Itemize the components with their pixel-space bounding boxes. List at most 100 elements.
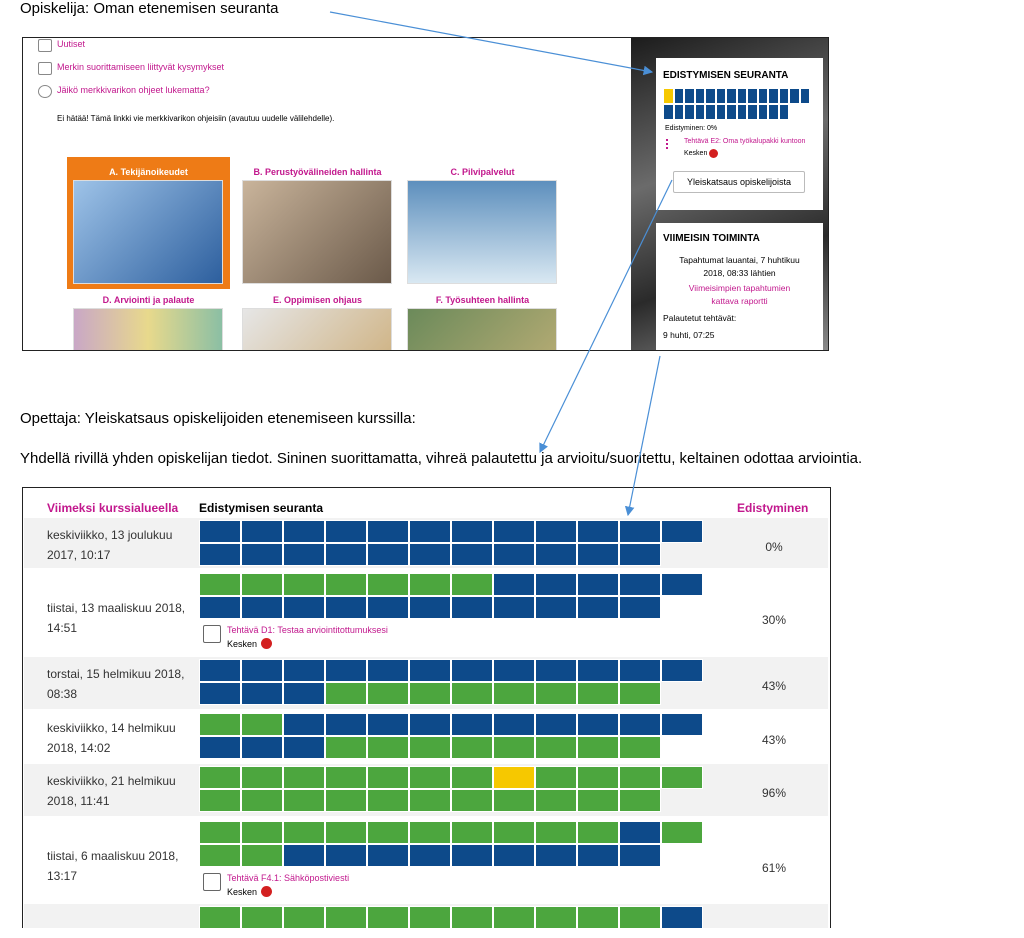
table-header: Edistyminen	[737, 501, 809, 515]
progress-cell	[726, 104, 737, 120]
link[interactable]: Merkin suorittamiseen liittyvät kysymyks…	[57, 62, 225, 72]
progress-cell	[577, 906, 619, 928]
progress-cell	[409, 821, 451, 844]
tile-label[interactable]: D. Arviointi ja palaute	[102, 295, 195, 305]
progress-cell	[199, 596, 241, 619]
status-icon	[709, 149, 718, 158]
progress-cell	[409, 766, 451, 789]
progress-cell	[661, 573, 703, 596]
progress-cell	[325, 543, 367, 566]
progress-cell	[199, 682, 241, 705]
link[interactable]: Uutiset	[57, 39, 86, 49]
progress-cell	[535, 821, 577, 844]
progress-cell	[451, 682, 493, 705]
last-access: torstai, 15 helmikuu 2018, 08:38	[47, 667, 185, 701]
link-icon	[38, 62, 52, 75]
progress-cell	[663, 104, 674, 120]
tile-label[interactable]: E. Oppimisen ohjaus	[272, 295, 362, 305]
student-title: Opiskelija: Oman etenemisen seuranta	[20, 0, 279, 17]
progress-cell	[451, 789, 493, 812]
tile-label[interactable]: C. Pilvipalvelut	[450, 167, 515, 177]
progress-cell	[619, 736, 661, 759]
progress-cell	[241, 713, 283, 736]
progress-cell	[367, 543, 409, 566]
table-header: Edistymisen seuranta	[199, 501, 324, 515]
progress-cell	[283, 766, 325, 789]
tile-image[interactable]	[242, 308, 392, 350]
progress-cell	[199, 659, 241, 682]
progress-cell	[199, 713, 241, 736]
task-link[interactable]: Tehtävä F4.1: Sähköpostiviesti	[227, 873, 350, 883]
progress-cell	[199, 766, 241, 789]
progress-cell	[367, 736, 409, 759]
teacher-title: Opettaja: Yleiskatsaus opiskelijoiden et…	[20, 410, 416, 427]
progress-cell	[705, 88, 716, 104]
progress-cell	[283, 789, 325, 812]
progress-cell	[684, 88, 695, 104]
progress-percent: 61%	[761, 861, 787, 875]
progress-cell	[535, 682, 577, 705]
progress-cell	[577, 573, 619, 596]
tile-label[interactable]: B. Perustyövälineiden hallinta	[253, 167, 382, 177]
last-access: tiistai, 6 maaliskuu 2018, 13:17	[47, 849, 179, 883]
progress-cell	[493, 596, 535, 619]
progress-cell	[661, 766, 703, 789]
progress-cell	[535, 713, 577, 736]
arrow	[329, 11, 654, 76]
progress-cell	[325, 906, 367, 928]
progress-cell	[619, 766, 661, 789]
progress-cell	[577, 844, 619, 867]
progress-cell	[715, 88, 726, 104]
report-link[interactable]: Viimeisimpien tapahtumien kattava raport…	[688, 283, 791, 306]
task-link[interactable]: Tehtävä D1: Testaa arviointitottumuksesi	[227, 625, 388, 635]
progress-cell	[619, 596, 661, 619]
progress-cell	[661, 821, 703, 844]
progress-cell	[619, 682, 661, 705]
progress-cell	[799, 88, 810, 104]
progress-cell	[619, 844, 661, 867]
progress-cell	[747, 88, 758, 104]
progress-cell	[577, 713, 619, 736]
progress-cell	[661, 520, 703, 543]
tile-image[interactable]	[73, 308, 223, 350]
progress-cell	[726, 88, 737, 104]
progress-cell	[661, 906, 703, 928]
progress-cell	[283, 821, 325, 844]
overview-button[interactable]: Yleiskatsaus opiskelijoista	[673, 171, 805, 193]
progress-cell	[367, 573, 409, 596]
tile-label[interactable]: F. Työsuhteen hallinta	[435, 295, 530, 305]
teacher-table: Viimeksi kurssialueella Edistymisen seur…	[22, 487, 831, 928]
last-access: keskiviikko, 13 joulukuu 2017, 10:17	[47, 528, 173, 562]
status-icon	[261, 638, 272, 649]
progress-percent: 30%	[761, 613, 787, 627]
progress-cell	[535, 596, 577, 619]
progress-cell	[577, 659, 619, 682]
progress-cell	[619, 573, 661, 596]
tile-label[interactable]: A. Tekijänoikeudet	[109, 167, 188, 177]
progress-cell	[694, 88, 705, 104]
progress-cell	[283, 596, 325, 619]
progress-cell	[493, 659, 535, 682]
progress-label: Edistyminen: 0%	[665, 125, 718, 132]
progress-cell	[409, 543, 451, 566]
info-text: Ei hätää! Tämä linkki vie merkkivarikon …	[57, 114, 335, 123]
progress-cell	[577, 596, 619, 619]
progress-cell	[535, 906, 577, 928]
tile-image[interactable]	[407, 308, 557, 350]
tile-image[interactable]	[242, 180, 392, 284]
link[interactable]: Jäikö merkkivarikon ohjeet lukematta?	[57, 85, 210, 95]
tile-image[interactable]	[73, 180, 223, 284]
progress-cell	[577, 736, 619, 759]
progress-cell	[694, 104, 705, 120]
progress-cell	[409, 844, 451, 867]
progress-cell	[325, 573, 367, 596]
progress-cell	[241, 821, 283, 844]
arrow	[624, 355, 661, 517]
progress-cell	[367, 713, 409, 736]
panel-title: VIIMEISIN TOIMINTA	[663, 233, 760, 244]
task-link[interactable]: Tehtävä E2: Oma työkalupakki kuntoon	[684, 138, 806, 145]
tile-image[interactable]	[407, 180, 557, 284]
progress-cell	[241, 789, 283, 812]
progress-cell	[768, 104, 779, 120]
